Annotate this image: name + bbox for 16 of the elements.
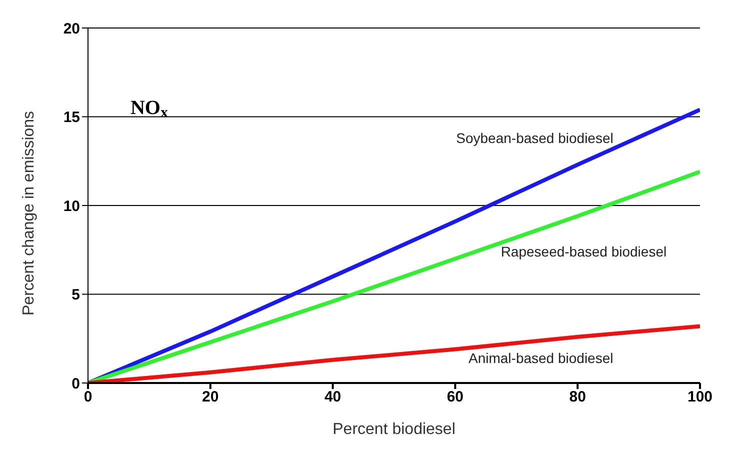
y-axis-title: Percent change in emissions xyxy=(20,110,38,316)
y-tick-label: 5 xyxy=(72,286,80,304)
y-tick-label: 15 xyxy=(63,109,80,126)
x-tick-label: 40 xyxy=(324,388,342,406)
x-tick-label: 100 xyxy=(687,388,713,406)
y-tick-label: 10 xyxy=(63,198,80,215)
x-tick-label: 20 xyxy=(202,388,219,406)
series-label: Rapeseed-based biodiesel xyxy=(500,244,667,260)
x-tick-label: 60 xyxy=(446,388,464,406)
series-label: Animal-based biodiesel xyxy=(468,350,614,366)
y-tick-label: 20 xyxy=(63,20,80,38)
x-tick-label: 0 xyxy=(84,388,92,406)
x-axis-title: Percent biodiesel xyxy=(332,421,456,438)
y-tick-label: 0 xyxy=(72,375,80,392)
x-tick-label: 80 xyxy=(569,388,586,406)
series-label: Soybean-based biodiesel xyxy=(456,130,614,146)
